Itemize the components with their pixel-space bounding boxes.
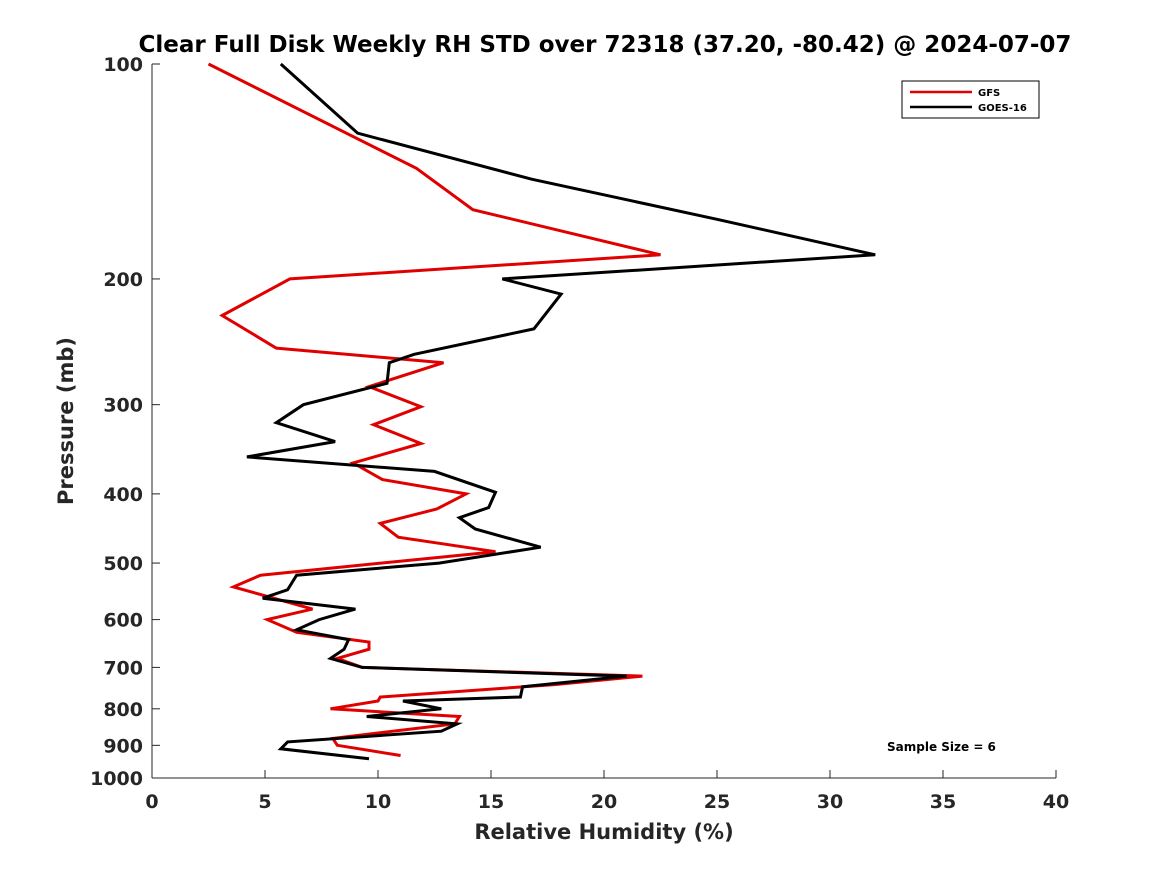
plot-area: 0 5 10 15 20 25 30 35 40 100 200 300 400 500 600 700 80… [90, 54, 1069, 813]
x-tick-label-40: 40 [1043, 791, 1069, 813]
series-line-gfs [207, 62, 661, 757]
y-tick-label-500: 500 [103, 553, 143, 575]
x-tick-label-30: 30 [817, 791, 843, 813]
series-line-goes16 [246, 62, 876, 761]
x-tick-label-0: 0 [145, 791, 158, 813]
legend: GFS GOES-16 [901, 80, 1040, 119]
x-axis-title: Relative Humidity (%) [474, 820, 733, 844]
x-tick-label-25: 25 [704, 791, 730, 813]
sample-size-annotation: Sample Size = 6 [887, 740, 996, 754]
x-tick-label-35: 35 [930, 791, 956, 813]
y-tick-label-200: 200 [103, 269, 143, 291]
x-tick-label-10: 10 [365, 791, 391, 813]
chart-title: Clear Full Disk Weekly RH STD over 72318… [139, 32, 1072, 58]
y-tick-label-800: 800 [103, 699, 143, 721]
y-axis-title: Pressure (mb) [54, 337, 78, 505]
y-tick-label-400: 400 [103, 484, 143, 506]
y-tick-label-300: 300 [103, 395, 143, 417]
y-tick-label-100: 100 [103, 54, 143, 76]
x-tick-label-15: 15 [478, 791, 504, 813]
y-tick-label-700: 700 [103, 657, 143, 679]
x-ticks: 0 5 10 15 20 25 30 35 40 [145, 770, 1069, 813]
series-lines [207, 62, 876, 761]
y-tick-label-900: 900 [103, 735, 143, 757]
x-tick-label-5: 5 [258, 791, 271, 813]
y-ticks: 100 200 300 400 500 600 700 800 900 1000 [90, 54, 160, 790]
y-tick-label-600: 600 [103, 610, 143, 632]
legend-box [901, 80, 1040, 119]
legend-label-goes16: GOES-16 [978, 103, 1027, 114]
x-tick-label-20: 20 [591, 791, 617, 813]
legend-label-gfs: GFS [978, 88, 1000, 99]
y-tick-label-1000: 1000 [90, 768, 143, 790]
